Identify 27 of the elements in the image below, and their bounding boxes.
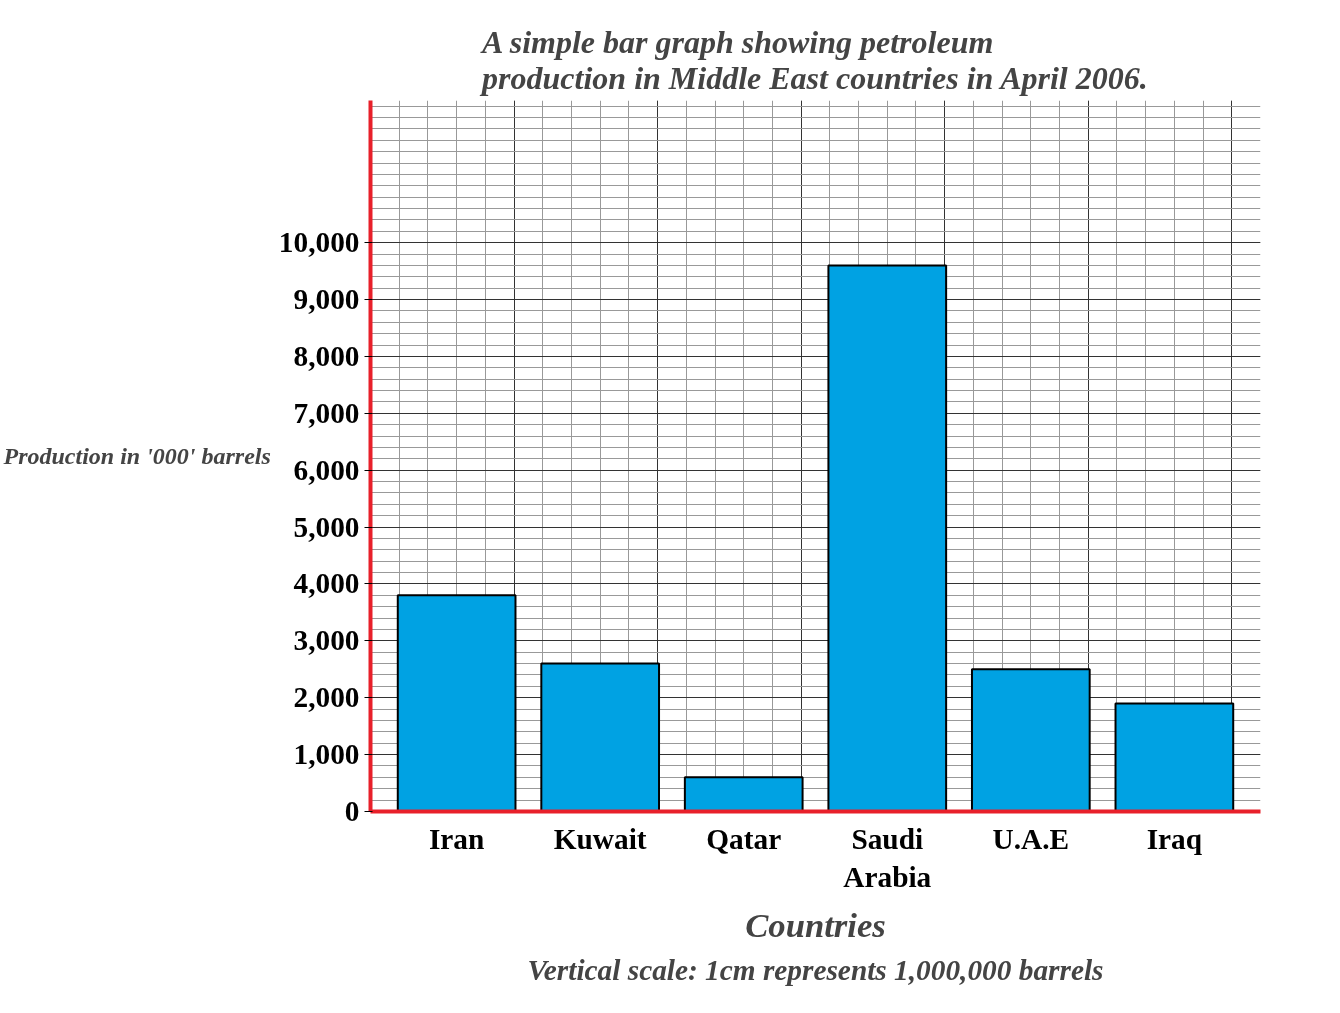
y-tick-label: 6,000 bbox=[293, 453, 360, 486]
y-tick-label: 0 bbox=[344, 795, 360, 827]
x-tick-label: Saudi Arabia bbox=[843, 822, 932, 893]
x-tick-label: Kuwait bbox=[553, 822, 647, 855]
y-tick-label: 10,000 bbox=[278, 226, 360, 259]
y-tick-label: 7,000 bbox=[293, 396, 360, 429]
y-tick-label: 8,000 bbox=[293, 339, 360, 372]
x-tick-label: Iran bbox=[428, 822, 485, 855]
y-tick-label: 4,000 bbox=[293, 567, 360, 600]
bar bbox=[396, 594, 517, 812]
bar bbox=[1114, 702, 1235, 812]
y-tick-label: 9,000 bbox=[293, 283, 360, 316]
y-axis-title: Production in '000' barrels bbox=[2, 443, 271, 469]
x-tick-label: U.A.E bbox=[992, 822, 1070, 855]
bar bbox=[827, 264, 948, 812]
y-tick-label: 3,000 bbox=[293, 624, 360, 657]
x-tick-label: Iraq bbox=[1146, 822, 1203, 855]
y-tick-label: 5,000 bbox=[293, 510, 360, 543]
chart-title: A simple bar graph showing petroleum production in Middle East countries in April 2006. bbox=[479, 23, 1148, 96]
x-tick-label: Qatar bbox=[706, 822, 782, 855]
bar bbox=[540, 662, 661, 812]
text: Vertical scale: 1cm represents 1,000,000 barrels bbox=[527, 953, 1104, 986]
x-axis-title: Countries bbox=[745, 905, 886, 944]
y-tick-label: 2,000 bbox=[293, 681, 360, 714]
bar bbox=[683, 776, 804, 812]
y-tick-label: 1,000 bbox=[293, 738, 360, 771]
bar bbox=[970, 668, 1091, 812]
